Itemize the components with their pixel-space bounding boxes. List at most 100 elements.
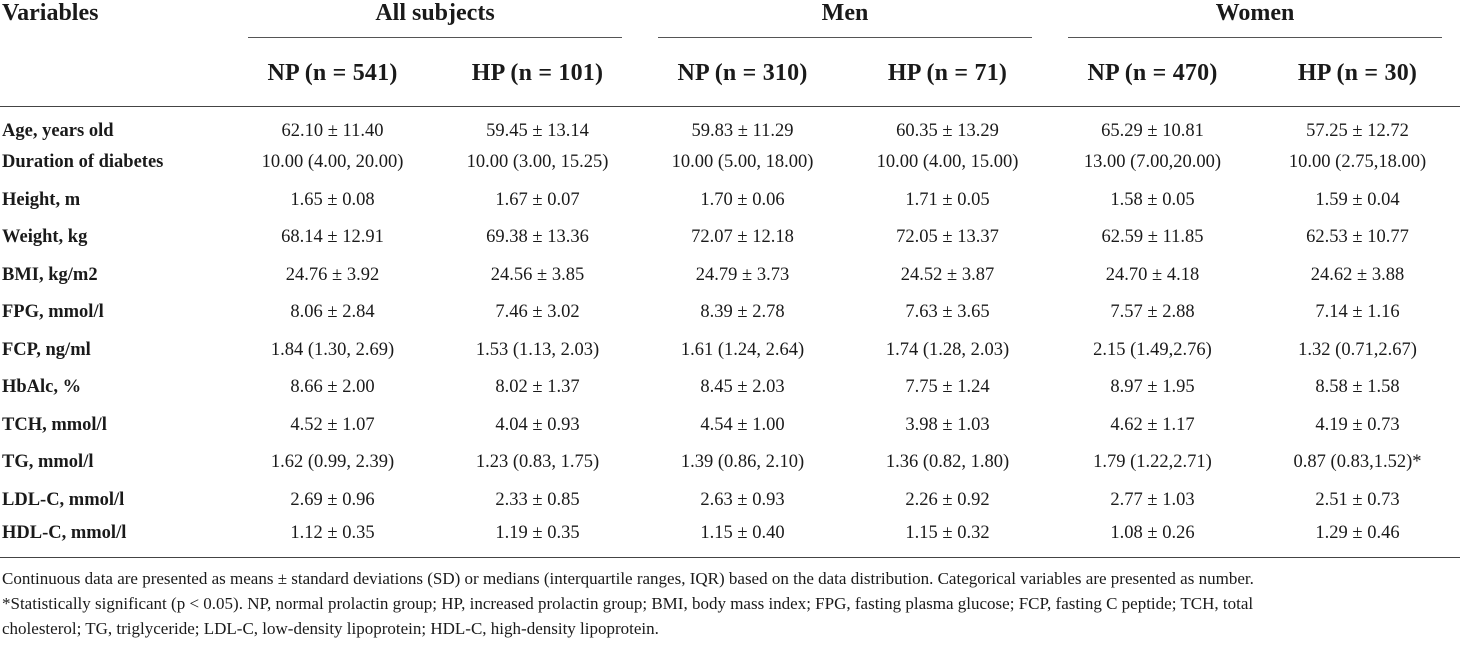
- table-cell: 65.29 ± 10.81: [1101, 121, 1204, 141]
- table-cell: 8.39 ± 2.78: [700, 302, 785, 323]
- group-header-men: Men: [640, 0, 1050, 38]
- table-cell: 1.32 (0.71,2.67): [1298, 339, 1417, 360]
- table-cell: 10.00 (5.00, 18.00): [671, 152, 814, 173]
- subgroup-header-men-hp: HP (n = 71): [887, 59, 1008, 86]
- table-cell: 1.65 ± 0.08: [290, 189, 375, 210]
- group-label: All subjects: [375, 0, 495, 26]
- table-cell: 62.10 ± 11.40: [281, 121, 384, 141]
- table-row: TCH, mmol/l 4.52 ± 1.07 4.04 ± 0.93 4.54…: [0, 407, 1460, 445]
- table-cell: 1.59 ± 0.04: [1315, 189, 1400, 210]
- group-header-all-subjects: All subjects: [230, 0, 640, 38]
- table-cell: 1.29 ± 0.46: [1315, 523, 1400, 544]
- subgroup-header-men-np: NP (n = 310): [677, 59, 808, 86]
- table-cell: 2.33 ± 0.85: [495, 489, 580, 510]
- table-cell: 1.15 ± 0.40: [700, 523, 785, 544]
- table-cell: 0.87 (0.83,1.52)*: [1293, 452, 1422, 473]
- table-cell: 1.53 (1.13, 2.03): [475, 339, 600, 360]
- table-body: Age, years old 62.10 ± 11.40 59.45 ± 13.…: [0, 107, 1460, 557]
- table-cell: 4.04 ± 0.93: [495, 414, 580, 435]
- table-cell: 1.19 ± 0.35: [495, 523, 580, 544]
- table-cell: 24.62 ± 3.88: [1310, 264, 1405, 285]
- table-row: Duration of diabetes 10.00 (4.00, 20.00)…: [0, 144, 1460, 182]
- data-table-container: Variables All subjects Men Women NP (n =…: [0, 0, 1460, 641]
- table-cell: 2.51 ± 0.73: [1315, 489, 1400, 510]
- data-table: Variables All subjects Men Women NP (n =…: [0, 0, 1460, 557]
- table-row: FCP, ng/ml 1.84 (1.30, 2.69) 1.53 (1.13,…: [0, 332, 1460, 370]
- table-cell: 7.63 ± 3.65: [905, 302, 990, 323]
- row-label: Height, m: [2, 189, 81, 210]
- table-cell: 8.66 ± 2.00: [290, 377, 375, 398]
- table-cell: 2.15 (1.49,2.76): [1093, 339, 1212, 360]
- row-label: TG, mmol/l: [2, 452, 94, 473]
- subgroup-header-spacer: [0, 38, 230, 107]
- group-label: Women: [1215, 0, 1295, 26]
- subgroup-header-women-hp: HP (n = 30): [1297, 59, 1418, 86]
- table-cell: 1.08 ± 0.26: [1110, 523, 1195, 544]
- subgroup-header-all-hp: HP (n = 101): [471, 59, 604, 86]
- table-cell: 1.79 (1.22,2.71): [1093, 452, 1212, 473]
- subgroup-header-row: NP (n = 541) HP (n = 101) NP (n = 310) H…: [0, 38, 1460, 107]
- row-label: TCH, mmol/l: [2, 414, 107, 435]
- table-cell: 24.52 ± 3.87: [900, 264, 995, 285]
- table-bottom-rule: [0, 556, 1460, 558]
- subgroup-header-women-np: NP (n = 470): [1087, 59, 1218, 86]
- table-header: Variables All subjects Men Women NP (n =…: [0, 0, 1460, 107]
- group-header-row: Variables All subjects Men Women: [0, 0, 1460, 38]
- table-cell: 4.52 ± 1.07: [290, 414, 375, 435]
- group-underline: [248, 37, 622, 38]
- table-cell: 8.97 ± 1.95: [1110, 377, 1195, 398]
- table-cell: 10.00 (4.00, 20.00): [261, 152, 404, 173]
- table-cell: 1.61 (1.24, 2.64): [680, 339, 805, 360]
- table-cell: 10.00 (4.00, 15.00): [876, 152, 1019, 173]
- table-cell: 1.74 (1.28, 2.03): [885, 339, 1010, 360]
- table-cell: 2.63 ± 0.93: [700, 489, 785, 510]
- table-cell: 7.57 ± 2.88: [1110, 302, 1195, 323]
- row-label: Weight, kg: [2, 227, 88, 248]
- table-row: HbAlc, % 8.66 ± 2.00 8.02 ± 1.37 8.45 ± …: [0, 369, 1460, 407]
- row-label: FPG, mmol/l: [2, 302, 104, 323]
- table-cell: 7.75 ± 1.24: [905, 377, 990, 398]
- table-cell: 13.00 (7.00,20.00): [1083, 152, 1222, 173]
- row-label: HDL-C, mmol/l: [2, 523, 127, 544]
- table-cell: 8.02 ± 1.37: [495, 377, 580, 398]
- table-cell: 68.14 ± 12.91: [281, 227, 384, 248]
- table-cell: 1.71 ± 0.05: [905, 189, 990, 210]
- table-cell: 8.58 ± 1.58: [1315, 377, 1400, 398]
- row-label: LDL-C, mmol/l: [2, 489, 125, 510]
- table-cell: 7.46 ± 3.02: [495, 302, 580, 323]
- variables-header: Variables: [2, 0, 99, 26]
- table-cell: 1.62 (0.99, 2.39): [270, 452, 395, 473]
- table-cell: 10.00 (3.00, 15.25): [466, 152, 609, 173]
- table-cell: 4.19 ± 0.73: [1315, 414, 1400, 435]
- row-label: HbAlc, %: [2, 377, 82, 398]
- table-cell: 69.38 ± 13.36: [486, 227, 589, 248]
- group-label: Men: [821, 0, 869, 26]
- table-cell: 10.00 (2.75,18.00): [1288, 152, 1427, 173]
- table-cell: 8.06 ± 2.84: [290, 302, 375, 323]
- table-row: TG, mmol/l 1.62 (0.99, 2.39) 1.23 (0.83,…: [0, 444, 1460, 482]
- table-cell: 3.98 ± 1.03: [905, 414, 990, 435]
- table-cell: 24.76 ± 3.92: [285, 264, 380, 285]
- group-underline: [658, 37, 1032, 38]
- group-header-women: Women: [1050, 0, 1460, 38]
- table-footnote: Continuous data are presented as means ±…: [0, 558, 1457, 641]
- table-cell: 60.35 ± 13.29: [896, 121, 999, 141]
- table-cell: 1.23 (0.83, 1.75): [475, 452, 600, 473]
- table-cell: 62.53 ± 10.77: [1306, 227, 1409, 248]
- footnote-line: Continuous data are presented as means ±…: [2, 568, 1254, 588]
- table-cell: 1.58 ± 0.05: [1110, 189, 1195, 210]
- table-cell: 4.54 ± 1.00: [700, 414, 785, 435]
- table-row: LDL-C, mmol/l 2.69 ± 0.96 2.33 ± 0.85 2.…: [0, 482, 1460, 520]
- table-cell: 72.07 ± 12.18: [691, 227, 794, 248]
- group-underline: [1068, 37, 1443, 38]
- table-cell: 2.69 ± 0.96: [290, 489, 375, 510]
- subgroup-header-all-np: NP (n = 541): [267, 59, 398, 86]
- footnote-line: *Statistically significant (p < 0.05). N…: [2, 593, 1254, 613]
- table-row: Age, years old 62.10 ± 11.40 59.45 ± 13.…: [0, 107, 1460, 145]
- table-cell: 59.45 ± 13.14: [486, 121, 589, 141]
- row-label: BMI, kg/m2: [2, 264, 98, 285]
- table-cell: 2.77 ± 1.03: [1110, 489, 1195, 510]
- footnote-line: cholesterol; TG, triglyceride; LDL-C, lo…: [2, 618, 659, 638]
- table-cell: 1.67 ± 0.07: [495, 189, 580, 210]
- table-row: FPG, mmol/l 8.06 ± 2.84 7.46 ± 3.02 8.39…: [0, 294, 1460, 332]
